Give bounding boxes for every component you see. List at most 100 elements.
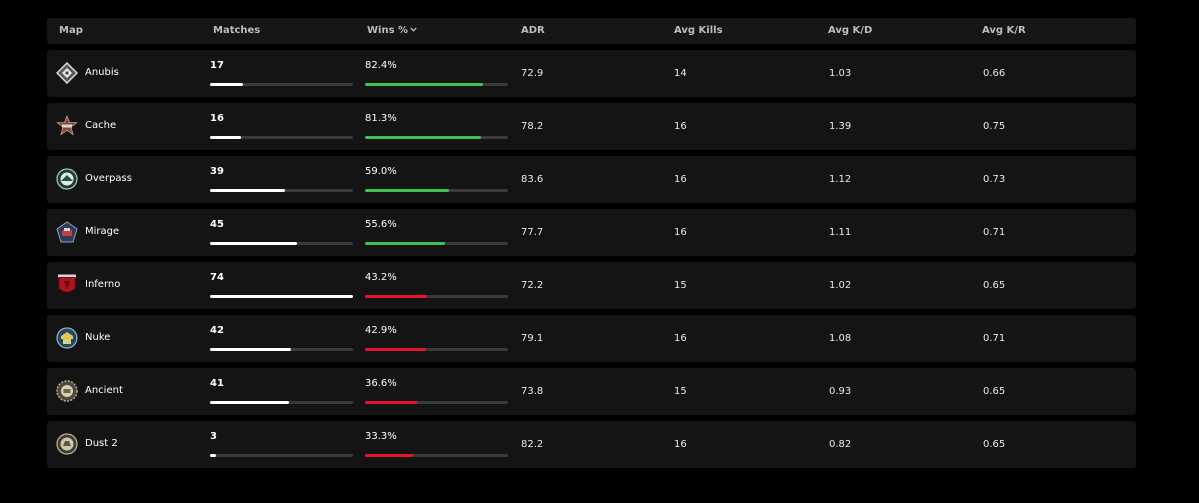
matches-bar [210, 83, 353, 86]
matches-bar-fill [210, 401, 290, 404]
table-row[interactable]: Nuke 42 42.9% 79.1 16 1.08 0.71 [47, 315, 1136, 362]
win-rate-bar-fill [365, 295, 427, 298]
table-row[interactable]: Dust 2 3 33.3% 82.2 16 0.82 0.65 [47, 421, 1136, 468]
matches-bar-fill [210, 83, 243, 86]
win-rate-bar-fill [365, 136, 482, 139]
table-row[interactable]: Cache 16 81.3% 78.2 16 1.39 0.75 [47, 103, 1136, 150]
win-rate: 36.6% [365, 378, 397, 389]
table-row[interactable]: Inferno 74 43.2% 72.2 15 1.02 0.65 [47, 262, 1136, 309]
win-rate-bar [365, 242, 508, 245]
win-rate-bar [365, 83, 508, 86]
avg-kills-value: 15 [674, 386, 687, 397]
avg-kd-value: 1.39 [829, 121, 852, 132]
cache-icon [56, 115, 78, 136]
map-name: Cache [85, 120, 117, 131]
map-name: Anubis [85, 67, 119, 78]
nuke-icon [56, 327, 78, 349]
matches-bar [210, 401, 353, 404]
mirage-icon [56, 221, 78, 243]
matches-count: 39 [210, 166, 224, 177]
adr-value: 78.2 [521, 121, 544, 132]
avg-kd-value: 1.02 [829, 280, 852, 291]
col-wins-header[interactable]: Wins % [367, 18, 417, 44]
map-name: Dust 2 [85, 438, 118, 449]
avg-kd-value: 1.08 [829, 333, 852, 344]
matches-count: 42 [210, 325, 224, 336]
col-wins-label: Wins % [367, 25, 409, 36]
matches-bar [210, 242, 353, 245]
matches-bar-fill [210, 295, 353, 298]
inferno-icon [58, 274, 76, 293]
win-rate-bar-fill [365, 83, 483, 86]
matches-count: 45 [210, 219, 224, 230]
win-rate-bar-fill [365, 348, 427, 351]
col-avg-kills-header[interactable]: Avg Kills [674, 25, 723, 36]
avg-kills-value: 16 [674, 174, 687, 185]
table-row[interactable]: Overpass 39 59.0% 83.6 16 1.12 0.73 [47, 156, 1136, 203]
avg-kr-value: 0.71 [983, 333, 1006, 344]
win-rate-bar-fill [365, 189, 450, 192]
adr-value: 72.2 [521, 280, 544, 291]
win-rate: 43.2% [365, 272, 397, 283]
avg-kr-value: 0.65 [983, 280, 1006, 291]
col-matches-header[interactable]: Matches [213, 25, 261, 36]
matches-count: 16 [210, 113, 224, 124]
win-rate-bar-fill [365, 242, 445, 245]
avg-kr-value: 0.73 [983, 174, 1006, 185]
avg-kr-value: 0.75 [983, 121, 1006, 132]
matches-bar-fill [210, 189, 286, 192]
table-row[interactable]: Mirage 45 55.6% 77.7 16 1.11 0.71 [47, 209, 1136, 256]
matches-bar [210, 454, 353, 457]
adr-value: 82.2 [521, 439, 544, 450]
avg-kd-value: 0.93 [829, 386, 852, 397]
table-header: Map Matches Wins % ADR Avg Kills Avg K/D… [47, 18, 1136, 44]
table-row[interactable]: Anubis 17 82.4% 72.9 14 1.03 0.66 [47, 50, 1136, 97]
col-adr-header[interactable]: ADR [521, 25, 545, 36]
win-rate-bar-fill [365, 454, 413, 457]
matches-bar-fill [210, 348, 292, 351]
table-row[interactable]: Ancient 41 36.6% 73.8 15 0.93 0.65 [47, 368, 1136, 415]
win-rate-bar-fill [365, 401, 418, 404]
adr-value: 77.7 [521, 227, 544, 238]
win-rate-bar [365, 189, 508, 192]
adr-value: 79.1 [521, 333, 544, 344]
matches-bar-fill [210, 242, 297, 245]
win-rate-bar [365, 136, 508, 139]
win-rate: 81.3% [365, 113, 397, 124]
col-map-header[interactable]: Map [59, 25, 83, 36]
avg-kd-value: 0.82 [829, 439, 852, 450]
win-rate-bar [365, 401, 508, 404]
avg-kills-value: 16 [674, 227, 687, 238]
matches-bar [210, 295, 353, 298]
avg-kd-value: 1.12 [829, 174, 852, 185]
adr-value: 73.8 [521, 386, 544, 397]
map-name: Overpass [85, 173, 132, 184]
avg-kr-value: 0.71 [983, 227, 1006, 238]
avg-kills-value: 16 [674, 439, 687, 450]
matches-bar-fill [210, 454, 216, 457]
avg-kr-value: 0.65 [983, 439, 1006, 450]
matches-bar-fill [210, 136, 242, 139]
matches-bar [210, 136, 353, 139]
adr-value: 83.6 [521, 174, 544, 185]
col-avg-kr-header[interactable]: Avg K/R [982, 25, 1026, 36]
avg-kills-value: 16 [674, 121, 687, 132]
win-rate: 55.6% [365, 219, 397, 230]
avg-kills-value: 14 [674, 68, 687, 79]
matches-count: 17 [210, 60, 224, 71]
matches-count: 3 [210, 431, 217, 442]
overpass-icon [56, 168, 78, 190]
dust2-icon [56, 433, 78, 455]
win-rate: 42.9% [365, 325, 397, 336]
avg-kills-value: 16 [674, 333, 687, 344]
avg-kd-value: 1.11 [829, 227, 852, 238]
matches-bar [210, 348, 353, 351]
col-avg-kd-header[interactable]: Avg K/D [828, 25, 873, 36]
win-rate: 33.3% [365, 431, 397, 442]
avg-kd-value: 1.03 [829, 68, 852, 79]
win-rate: 59.0% [365, 166, 397, 177]
win-rate-bar [365, 295, 508, 298]
avg-kr-value: 0.65 [983, 386, 1006, 397]
matches-count: 41 [210, 378, 224, 389]
anubis-icon [56, 62, 78, 84]
